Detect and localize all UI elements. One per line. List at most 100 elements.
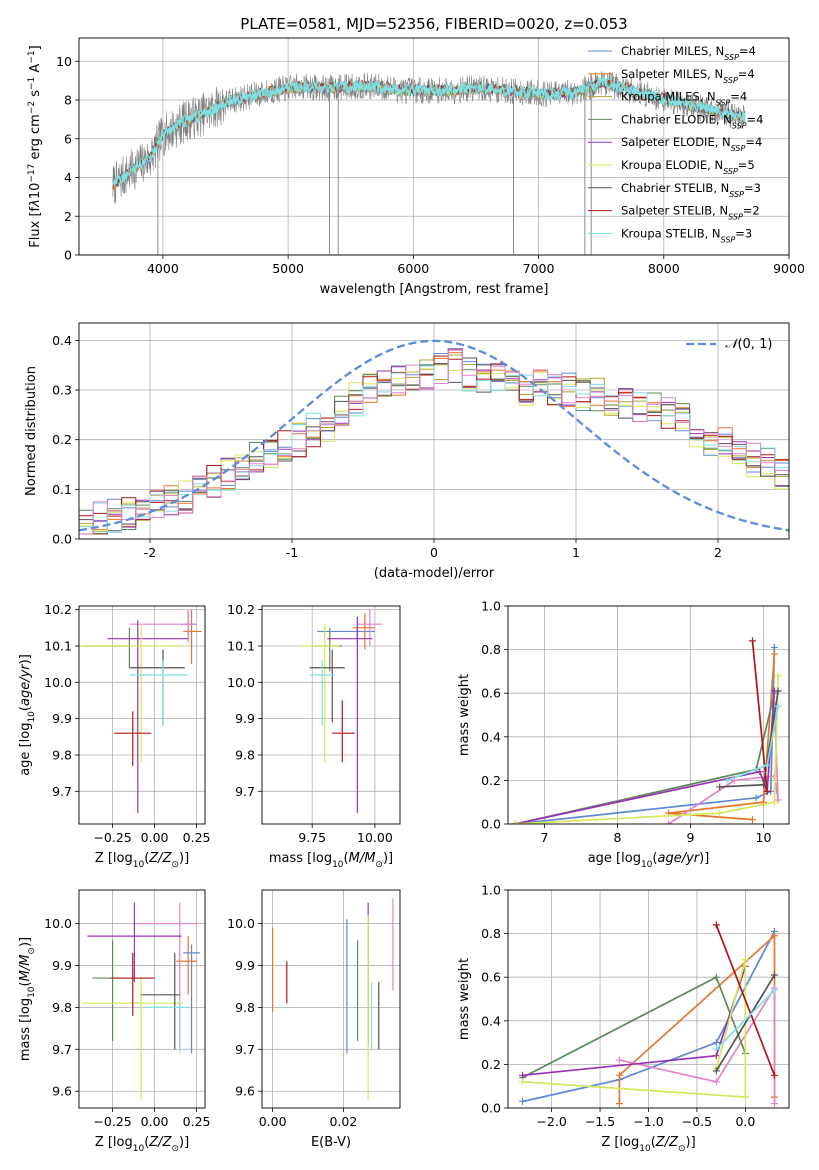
series-marker — [723, 776, 731, 784]
legend-label: Salpeter STELIB, NSSP=2 — [621, 204, 760, 222]
series-marker — [519, 1078, 527, 1086]
gaussian-curve — [79, 339, 789, 532]
y-tick-label: 9.6 — [235, 1084, 255, 1099]
series-line-8 — [715, 989, 776, 1050]
y-tick-label: 9.8 — [235, 747, 255, 762]
series-marker — [665, 820, 673, 824]
x-tick-label: 10 — [756, 830, 772, 845]
x-tick-label: −0.25 — [93, 1114, 131, 1129]
errorbar-point-4 — [327, 616, 373, 814]
x-tick-label: 10.00 — [357, 830, 393, 845]
y-tick-label: 10.0 — [44, 916, 72, 931]
residuals-panel: -2 -1 0 1 2 0.0 0.1 0.2 0.3 0.4 (data-model)/error… — [24, 322, 790, 581]
x-tick-label: 9 — [686, 830, 694, 845]
x-axis-label: age [log10(age/yr)] — [588, 851, 710, 870]
y-tick-label: 0.1 — [52, 482, 72, 497]
series-marker — [519, 1097, 527, 1105]
legend: Chabrier MILES, NSSP=4 Salpeter MILES, NS… — [588, 44, 763, 244]
model-spectrum-top — [112, 76, 746, 187]
series-marker — [511, 820, 519, 824]
legend-label: Kroupa MILES, NSSP=4 — [621, 90, 747, 108]
x-tick-label: 0.00 — [141, 830, 169, 845]
errorbar-point-7 — [332, 700, 355, 763]
x-tick-label: 0.0 — [735, 1114, 755, 1129]
plot-area — [272, 898, 394, 1100]
y-tick-label: 9.6 — [52, 1084, 72, 1099]
series-marker — [716, 809, 724, 817]
series-marker — [752, 794, 760, 802]
series-marker — [749, 816, 757, 824]
y-axis-label: mass [log10(M/M⊙)] — [18, 937, 37, 1061]
errorbar-point-4 — [87, 902, 182, 983]
x-axis-label: E(B-V) — [311, 1135, 351, 1150]
grid — [262, 890, 400, 1108]
x-tick-label: 0.25 — [183, 830, 211, 845]
y-tick-label: 0.2 — [52, 432, 72, 447]
y-tick-label: 1.0 — [481, 883, 501, 898]
y-tick-label: 0.0 — [481, 1101, 501, 1116]
x-axis-label: (data-model)/error — [374, 566, 495, 581]
series-marker — [519, 1071, 527, 1079]
series-marker — [615, 1056, 623, 1064]
axes-frame — [507, 889, 790, 1109]
y-tick-label: 9.8 — [52, 747, 72, 762]
x-tick-label: 1 — [572, 545, 580, 560]
x-tick-label: −1.0 — [633, 1114, 663, 1129]
x-tick-label: −0.5 — [682, 1114, 712, 1129]
plot-area — [511, 637, 782, 824]
plot-area — [79, 339, 789, 539]
y-axis-label: mass weight — [457, 958, 472, 1040]
series-line-6 — [715, 974, 776, 1072]
series-marker — [712, 1039, 720, 1047]
legend-label: Kroupa STELIB, NSSP=3 — [621, 226, 752, 244]
series-line-5 — [515, 675, 779, 824]
axes-frame — [261, 605, 401, 825]
series-marker — [774, 702, 782, 710]
errorbar-point-2 — [357, 609, 383, 646]
legend-label: Salpeter ELODIE, NSSP=4 — [621, 135, 762, 153]
y-tick-label: 9.8 — [235, 1000, 255, 1015]
figure-title: PLATE=0581, MJD=52356, FIBERID=0020, z=0… — [240, 15, 627, 33]
y-tick-label: 10.0 — [227, 916, 255, 931]
y-tick-label: 0.0 — [52, 532, 72, 547]
errorbar-point-5 — [79, 624, 184, 763]
x-axis-label: Z [log10(Z/Z⊙)] — [95, 851, 189, 870]
series-marker — [770, 1071, 778, 1079]
axes-frame — [78, 322, 790, 540]
age-vs-mass-panel: 9.75 10.00 9.7 9.8 9.9 10.0 10.1 10.2 mass [log1… — [227, 602, 401, 870]
y-axis-label: age [log10(age/yr)] — [18, 654, 37, 776]
series-line-5 — [522, 959, 747, 1099]
x-tick-label: −1.5 — [585, 1114, 615, 1129]
axes-frame — [261, 889, 401, 1109]
y-tick-label: 1.0 — [481, 599, 501, 614]
series-marker — [770, 986, 778, 994]
series-marker — [770, 932, 778, 940]
x-tick-label: 0.25 — [183, 1114, 211, 1129]
y-tick-label: 0 — [64, 248, 72, 263]
mass-weight-vs-age-panel: 7 8 9 10 0.0 0.2 0.4 0.6 0.8 1.0 age [log10(age/yr… — [457, 599, 790, 870]
legend: 𝒩(0, 1) — [686, 337, 772, 352]
errorbar-point-6 — [309, 649, 345, 723]
y-tick-label: 10 — [56, 54, 72, 69]
legend-label: Salpeter MILES, NSSP=4 — [621, 67, 755, 85]
x-axis-label: wavelength [Angstrom, rest frame] — [320, 282, 549, 297]
series-marker — [615, 1100, 623, 1108]
mass-vs-z-panel: −0.25 0.00 0.25 9.6 9.7 9.8 9.9 10.0 Z [log10(Z/… — [18, 889, 211, 1154]
series-marker — [770, 1100, 778, 1108]
x-tick-label: −2.0 — [536, 1114, 566, 1129]
x-tick-label: 4000 — [147, 261, 179, 276]
series-marker — [770, 971, 778, 979]
legend-label: Kroupa ELODIE, NSSP=5 — [621, 158, 755, 176]
x-tick-label: 8000 — [648, 261, 680, 276]
series-marker — [712, 1052, 720, 1060]
x-axis-label: Z [log10(Z/Z⊙)] — [601, 1135, 695, 1154]
errorbar-point-0 — [183, 944, 200, 1054]
y-tick-label: 0.4 — [481, 1013, 501, 1028]
y-tick-label: 10.0 — [44, 675, 72, 690]
series-marker — [770, 643, 778, 651]
y-tick-label: 9.9 — [235, 958, 255, 973]
y-tick-label: 0.6 — [481, 970, 501, 985]
y-tick-label: 6 — [64, 131, 72, 146]
series-marker — [756, 768, 764, 776]
model-spectrum-7 — [112, 78, 746, 189]
